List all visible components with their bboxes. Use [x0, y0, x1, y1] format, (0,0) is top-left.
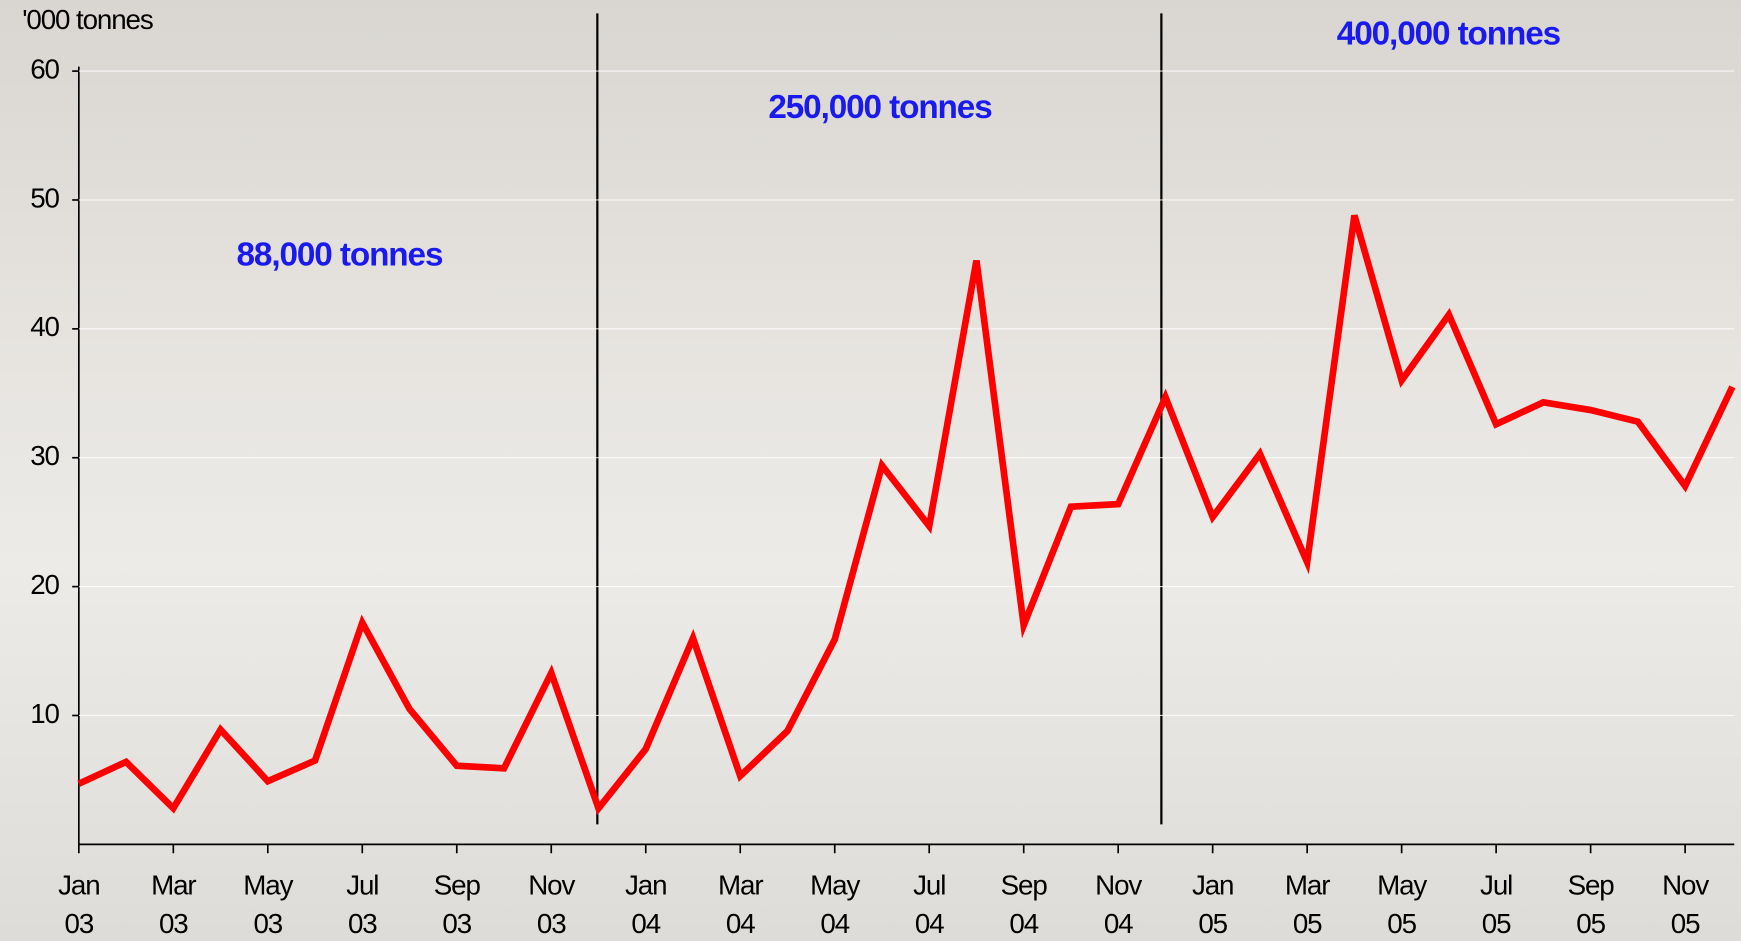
y-axis-title: '000 tonnes — [22, 4, 154, 36]
line-series — [77, 214, 1736, 816]
x-tick-label: Sep 03 — [433, 869, 481, 940]
y-tick-label: 30 — [30, 440, 59, 471]
x-tick-label: Jul 05 — [1480, 869, 1513, 940]
x-tick-label: Jan 05 — [1191, 869, 1235, 940]
x-tick-label: Mar 05 — [1284, 869, 1331, 940]
annotation: 400,000 tonnes — [1336, 15, 1561, 53]
x-tick-label: Nov 04 — [1095, 869, 1142, 940]
x-tick-label: May 04 — [810, 869, 860, 940]
x-tick-label: Jul 03 — [346, 869, 379, 940]
x-tick-label: Jul 04 — [913, 869, 946, 940]
x-tick-label: May 03 — [243, 869, 293, 940]
y-tick-label: 20 — [30, 569, 59, 600]
x-tick-label: Jan 04 — [625, 869, 668, 940]
x-tick-label: Jan 03 — [58, 869, 101, 940]
x-tick-label: Nov 05 — [1662, 869, 1709, 940]
x-tick-label: Sep 04 — [1000, 869, 1048, 940]
x-tick-label: Nov 03 — [528, 869, 575, 940]
y-tick-label: 40 — [30, 311, 59, 342]
annotation: 250,000 tonnes — [768, 88, 992, 126]
annotation: 88,000 tonnes — [236, 236, 443, 274]
x-tick-label: Mar 04 — [717, 869, 764, 940]
x-tick-label: Mar 03 — [151, 869, 197, 940]
x-tick-label: Sep 05 — [1567, 869, 1615, 940]
x-tick-label: May 05 — [1377, 869, 1427, 940]
y-tick-label: 10 — [30, 698, 59, 729]
y-tick-label: 50 — [30, 182, 59, 213]
y-tick-label: 60 — [30, 53, 59, 84]
